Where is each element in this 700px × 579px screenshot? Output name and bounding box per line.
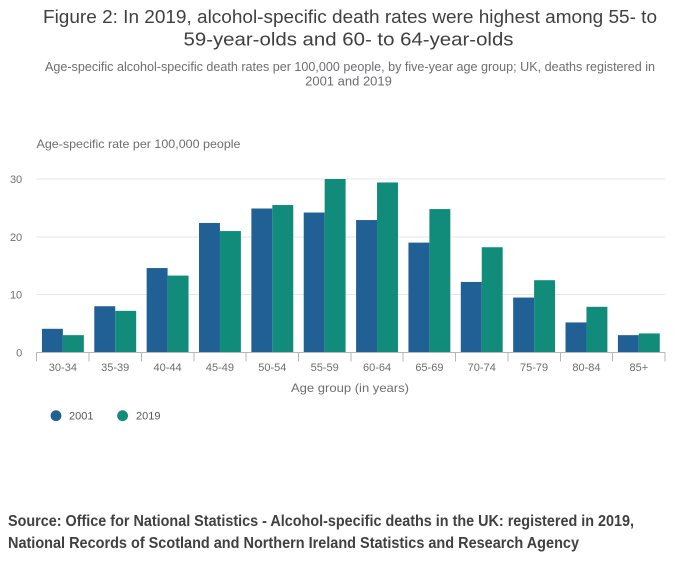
svg-text:75-79: 75-79 [520, 362, 548, 374]
svg-text:Figure 2: In 2019, alcohol-spe: Figure 2: In 2019, alcohol-specific deat… [43, 7, 657, 27]
svg-text:55-59: 55-59 [311, 362, 339, 374]
svg-text:2019: 2019 [136, 411, 160, 423]
svg-text:2001 and 2019: 2001 and 2019 [305, 74, 392, 89]
svg-text:0: 0 [16, 348, 22, 360]
svg-text:65-69: 65-69 [415, 362, 443, 374]
svg-text:Age group (in years): Age group (in years) [291, 381, 409, 395]
svg-text:35-39: 35-39 [101, 362, 129, 374]
svg-text:Source: Office for National St: Source: Office for National Statistics -… [8, 513, 634, 530]
svg-text:70-74: 70-74 [468, 362, 496, 374]
svg-text:National Records of Scotland a: National Records of Scotland and Norther… [8, 535, 579, 552]
svg-text:45-49: 45-49 [206, 362, 234, 374]
svg-text:Age-specific alcohol-specific: Age-specific alcohol-specific death rate… [45, 59, 655, 74]
svg-text:60-64: 60-64 [363, 362, 391, 374]
svg-text:10: 10 [10, 290, 22, 302]
svg-text:40-44: 40-44 [154, 362, 182, 374]
svg-text:30-34: 30-34 [49, 362, 77, 374]
svg-text:50-54: 50-54 [258, 362, 286, 374]
svg-text:2001: 2001 [69, 411, 93, 423]
svg-text:30: 30 [10, 174, 22, 186]
svg-text:85+: 85+ [629, 362, 648, 374]
svg-text:80-84: 80-84 [572, 362, 600, 374]
svg-text:20: 20 [10, 232, 22, 244]
svg-text:59-year-olds and 60- to 64-yea: 59-year-olds and 60- to 64-year-olds [184, 30, 514, 50]
svg-text:Age-specific rate per 100,000: Age-specific rate per 100,000 people [37, 137, 241, 151]
